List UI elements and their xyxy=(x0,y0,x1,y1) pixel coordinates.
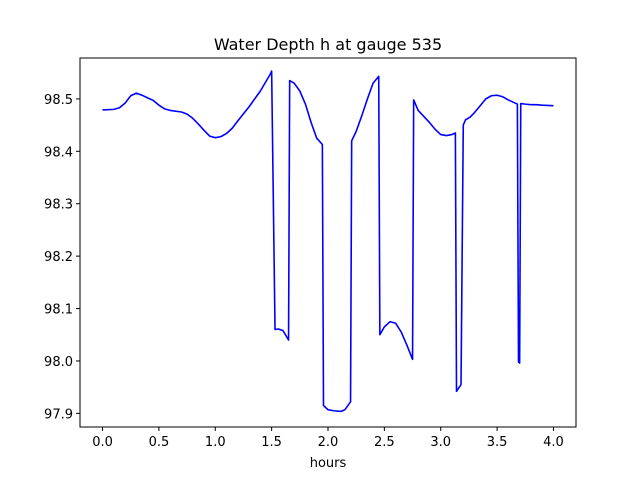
x-tick-label: 4.0 xyxy=(543,435,564,450)
x-tick-label: 0.5 xyxy=(149,435,170,450)
x-axis-label: hours xyxy=(310,456,347,471)
y-tick-label: 98.0 xyxy=(44,355,73,370)
y-tick-label: 98.3 xyxy=(44,198,73,213)
x-tick-label: 2.0 xyxy=(318,435,339,450)
y-tick-label: 97.9 xyxy=(44,407,73,422)
x-axis: 0.0 0.5 1.0 1.5 2.0 2.5 3.0 3.5 4.0 xyxy=(92,427,564,450)
x-tick-label: 0.0 xyxy=(92,435,113,450)
series-line-0 xyxy=(102,70,554,413)
y-tick-label: 98.1 xyxy=(44,303,73,318)
y-tick-label: 98.4 xyxy=(44,145,73,160)
plot-line-layer xyxy=(102,70,554,413)
x-tick-label: 1.5 xyxy=(261,435,282,450)
x-tick-label: 1.0 xyxy=(205,435,226,450)
y-tick-label: 98.2 xyxy=(44,250,73,265)
y-axis: 97.9 98.0 98.1 98.2 98.3 98.4 98.5 xyxy=(44,93,80,422)
x-tick-label: 3.5 xyxy=(487,435,508,450)
x-tick-label: 3.0 xyxy=(430,435,451,450)
x-tick-label: 2.5 xyxy=(374,435,395,450)
y-tick-label: 98.5 xyxy=(44,93,73,108)
chart-title: Water Depth h at gauge 535 xyxy=(214,35,442,54)
